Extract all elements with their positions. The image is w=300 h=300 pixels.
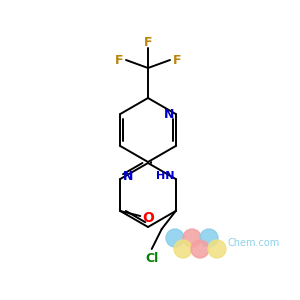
Circle shape: [174, 240, 192, 258]
Circle shape: [200, 229, 218, 247]
Text: F: F: [173, 53, 181, 67]
Text: Chem.com: Chem.com: [228, 238, 280, 248]
Circle shape: [208, 240, 226, 258]
Text: N: N: [164, 107, 174, 121]
Text: Cl: Cl: [145, 251, 158, 265]
Circle shape: [183, 229, 201, 247]
Text: O: O: [142, 211, 154, 225]
Circle shape: [166, 229, 184, 247]
Text: F: F: [115, 53, 123, 67]
Text: F: F: [144, 35, 152, 49]
Text: N: N: [123, 169, 134, 182]
Circle shape: [191, 240, 209, 258]
Text: HN: HN: [157, 171, 175, 181]
